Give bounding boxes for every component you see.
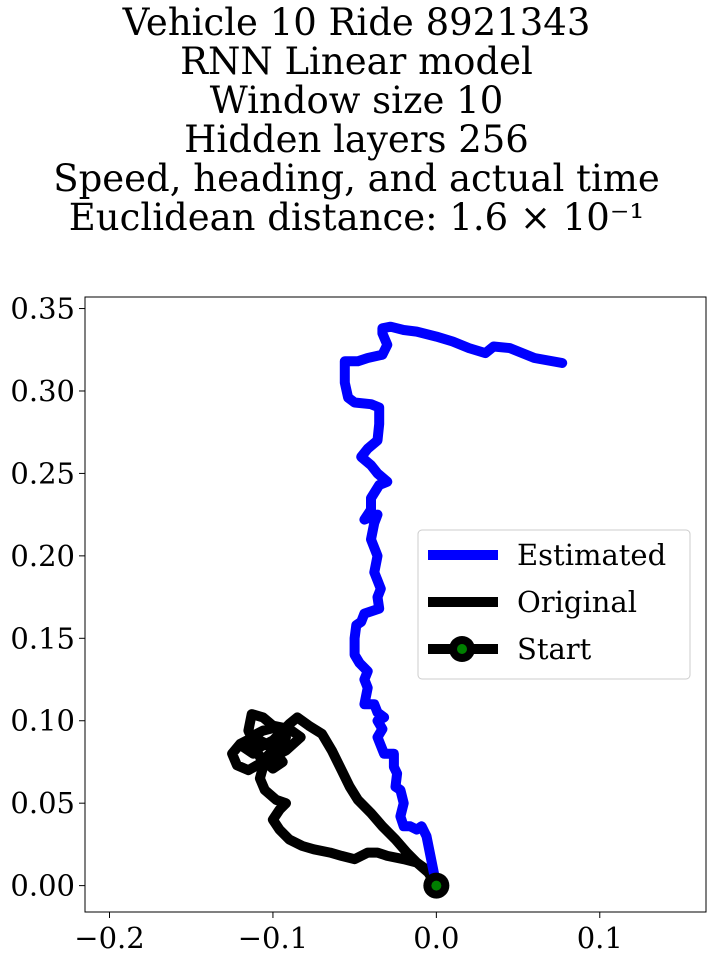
y-tick-label: 0.05 [10,786,75,820]
x-tick-label: −0.2 [74,921,144,955]
y-tick-label: 0.25 [10,456,75,490]
y-tick-label: 0.00 [10,869,75,903]
legend-label-estimated: Estimated [517,538,666,572]
legend-label-original: Original [517,585,637,619]
x-tick-label: 0.1 [577,921,623,955]
legend-box [417,529,691,680]
title-line-2: RNN Linear model [180,40,533,83]
plot-marks [227,321,568,899]
y-tick-label: 0.10 [10,704,75,738]
title-line-1: Vehicle 10 Ride 8921343 [122,1,591,44]
title-line-4: Hidden layers 256 [184,118,529,161]
start-marker-center [431,880,442,891]
x-tick-label: 0.0 [413,921,459,955]
y-tick-label: 0.35 [10,292,75,326]
y-tick-label: 0.15 [10,621,75,655]
series-group [227,321,568,899]
legend-label-start: Start [517,632,592,666]
legend-start-marker-center [457,644,467,654]
x-tick-label: −0.1 [238,921,308,955]
x-axis: −0.2 −0.1 0.0 0.1 [74,912,623,955]
title-line-6: Euclidean distance: 1.6 × 10⁻¹ [68,196,645,239]
legend: Estimated Original Start [417,529,691,680]
series-estimated-line [339,321,568,891]
y-tick-label: 0.30 [10,374,75,408]
plot-frame [84,296,707,913]
series-original-line [227,709,442,891]
y-tick-label: 0.20 [10,539,75,573]
y-axis: 0.00 0.05 0.10 0.15 0.20 0.25 0.30 0.35 [10,292,85,903]
chart-title: Vehicle 10 Ride 8921343 RNN Linear model… [0,0,713,237]
title-line-5: Speed, heading, and actual time [53,157,660,200]
title-line-3: Window size 10 [209,79,504,122]
